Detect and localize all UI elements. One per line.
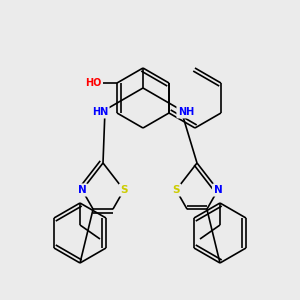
Text: NH: NH [178, 107, 194, 117]
Text: N: N [78, 185, 86, 195]
Text: S: S [120, 185, 128, 195]
Text: HN: HN [92, 107, 108, 117]
Text: S: S [172, 185, 180, 195]
Text: HO: HO [85, 78, 101, 88]
Text: N: N [214, 185, 222, 195]
